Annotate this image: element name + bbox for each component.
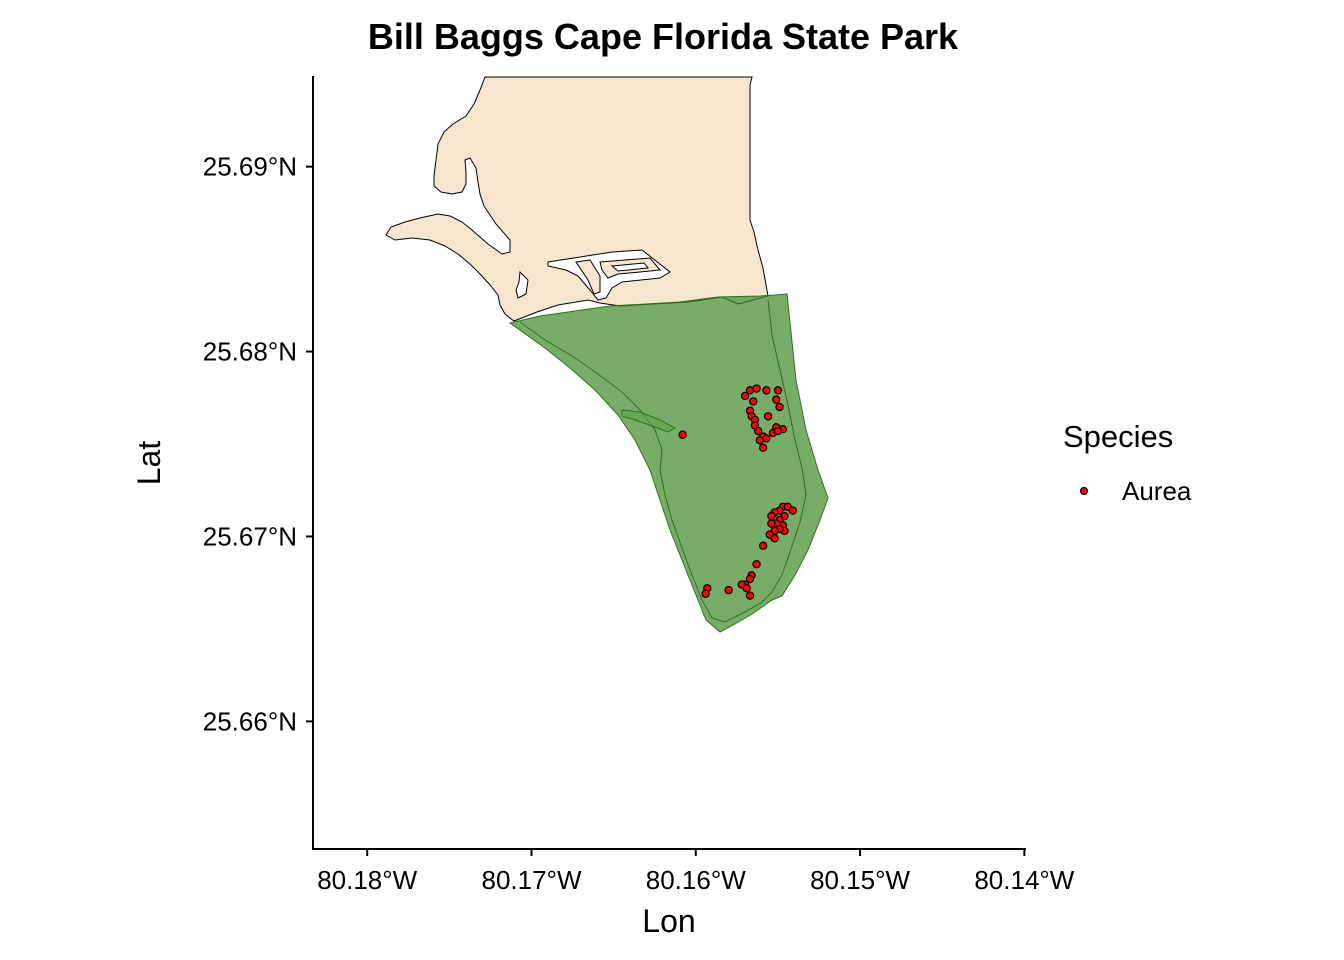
x-axis-title: Lon [642, 903, 695, 939]
legend-key-aurea [1079, 486, 1089, 496]
axes: 80.18°W 80.17°W 80.16°W 80.15°W 80.14°W 25.6… [203, 76, 1075, 895]
y-tick-label: 25.68°N [203, 337, 297, 367]
x-tick-label: 80.16°W [646, 865, 746, 895]
x-tick-label: 80.18°W [317, 865, 417, 895]
data-point [772, 395, 781, 404]
marina-pier-3 [610, 262, 649, 272]
data-point [724, 585, 733, 595]
data-point [742, 584, 751, 593]
data-point [752, 384, 761, 393]
data-point [745, 574, 755, 584]
map-layers [385, 76, 829, 633]
legend-title: Species [1063, 419, 1173, 454]
legend: Species Aurea [1063, 419, 1192, 506]
x-tick-label: 80.17°W [481, 865, 581, 895]
data-point [762, 386, 771, 395]
data-point [752, 560, 761, 569]
land-polygon [385, 76, 769, 322]
data-point [762, 434, 771, 443]
data-point [754, 426, 763, 436]
data-point [678, 430, 687, 439]
park-boundary-polygon [508, 293, 829, 633]
data-point [758, 541, 768, 550]
data-point [701, 589, 710, 598]
data-point [758, 443, 768, 452]
marina-pier-1 [575, 259, 601, 295]
data-point [770, 534, 779, 543]
y-axis-ticks: 25.69°N 25.68°N 25.67°N 25.66°N [203, 152, 313, 736]
data-point [767, 519, 776, 528]
legend-label-aurea: Aurea [1122, 476, 1192, 506]
y-tick-label: 25.66°N [203, 706, 297, 736]
data-point [788, 506, 797, 515]
y-tick-label: 25.69°N [203, 152, 297, 182]
y-tick-label: 25.67°N [203, 521, 297, 551]
data-point [745, 591, 755, 600]
data-point [775, 402, 784, 412]
data-point [767, 511, 776, 521]
data-point [773, 426, 783, 436]
chart-title: Bill Baggs Cape Florida State Park [368, 16, 959, 57]
data-point [749, 397, 758, 406]
park-inner-shoreline [519, 299, 807, 623]
x-tick-label: 80.15°W [810, 865, 910, 895]
land-fingers [515, 270, 529, 299]
data-point [740, 391, 750, 401]
observation-points [678, 384, 797, 600]
y-axis-title: Lat [131, 441, 167, 486]
park-lagoon [621, 409, 677, 433]
x-tick-label: 80.14°W [974, 865, 1074, 895]
data-point [773, 386, 783, 395]
data-point [763, 412, 773, 421]
x-axis-ticks: 80.18°W 80.17°W 80.16°W 80.15°W 80.14°W [317, 849, 1075, 895]
